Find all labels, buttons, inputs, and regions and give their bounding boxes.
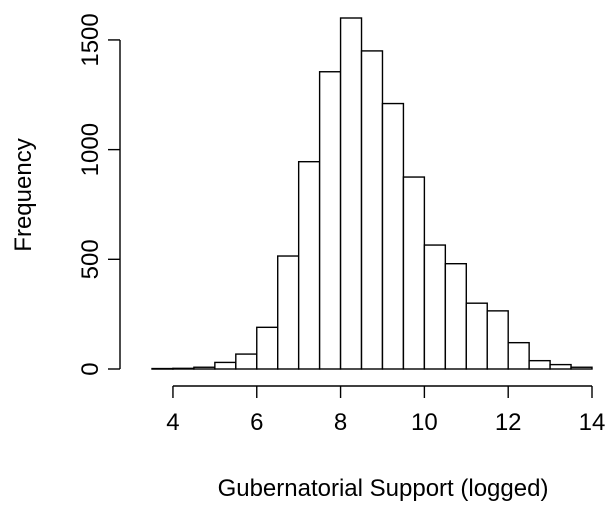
x-tick-label: 6 bbox=[250, 409, 263, 436]
histogram-bar bbox=[402, 176, 426, 370]
x-tick-label: 10 bbox=[411, 409, 438, 436]
histogram-bar bbox=[507, 341, 530, 370]
histogram-bar bbox=[549, 363, 572, 370]
histogram-bar bbox=[528, 359, 551, 370]
histogram-bar bbox=[277, 255, 300, 370]
histogram-bar bbox=[570, 366, 593, 370]
y-axis: 0 500 1000 1500 bbox=[77, 13, 121, 376]
histogram-bar bbox=[465, 302, 488, 370]
y-tick-label: 1000 bbox=[77, 123, 104, 176]
histogram-bar bbox=[423, 244, 447, 370]
y-tick-label: 0 bbox=[77, 362, 104, 375]
histogram-bar bbox=[318, 71, 342, 370]
y-tick-label: 1500 bbox=[77, 13, 104, 66]
histogram-bar bbox=[193, 366, 216, 370]
histogram-bar bbox=[486, 310, 509, 370]
x-tick-label: 12 bbox=[495, 409, 522, 436]
histogram-bar bbox=[172, 367, 195, 370]
histogram-bar bbox=[444, 263, 467, 370]
x-tick-label: 4 bbox=[166, 409, 179, 436]
histogram-bar bbox=[151, 367, 174, 370]
histogram-bar bbox=[381, 102, 405, 370]
x-axis: 4 6 8 10 12 14 bbox=[166, 385, 606, 436]
histogram-bar bbox=[360, 50, 384, 370]
x-tick-label: 14 bbox=[579, 409, 606, 436]
histogram-bar bbox=[235, 353, 258, 370]
x-axis-label: Gubernatorial Support (logged) bbox=[218, 475, 549, 502]
histogram-bar bbox=[339, 17, 363, 370]
bars-group bbox=[151, 17, 593, 370]
histogram-bar bbox=[214, 361, 237, 370]
y-axis-label: Frequency bbox=[10, 138, 37, 251]
y-tick-label: 500 bbox=[77, 239, 104, 279]
x-tick-label: 8 bbox=[334, 409, 347, 436]
histogram-bar bbox=[256, 326, 279, 370]
histogram-bar bbox=[297, 160, 321, 370]
